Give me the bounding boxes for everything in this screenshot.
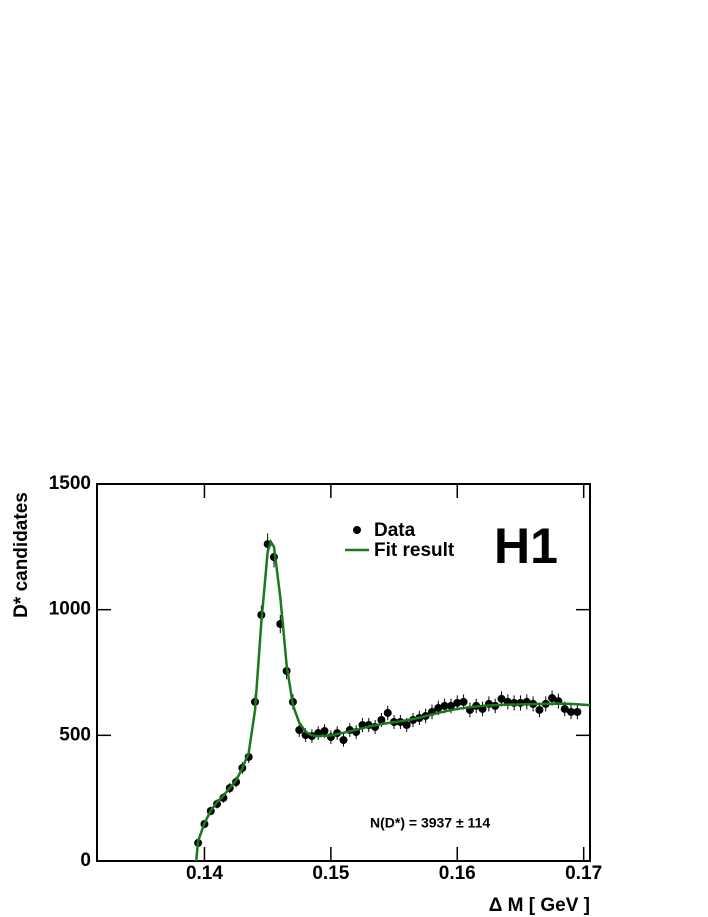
x-tick-label: 0.14: [186, 863, 223, 884]
x-tick-label: 0.16: [439, 863, 476, 884]
data-point: [573, 707, 582, 716]
data-point: [453, 698, 462, 707]
y-axis-label: D* candidates: [11, 492, 32, 618]
data-point: [402, 721, 411, 730]
legend-marker: [353, 526, 361, 534]
experiment-logo: H1: [494, 518, 558, 574]
data-point: [459, 697, 468, 706]
data-point: [567, 707, 576, 716]
data-point: [339, 736, 348, 745]
fit-curve: [194, 538, 591, 862]
data-point: [383, 708, 392, 717]
x-axis-label: Δ M [ GeV ]: [489, 895, 590, 916]
data-point: [446, 701, 455, 710]
x-tick-label: 0.15: [312, 863, 349, 884]
data-point: [497, 694, 506, 703]
legend-label: Fit result: [374, 540, 455, 561]
data-point: [434, 703, 443, 712]
y-tick-label: 0: [80, 850, 91, 871]
data-point: [295, 726, 304, 735]
x-tick-label: 0.17: [565, 863, 602, 884]
legend-label: Data: [374, 520, 416, 541]
y-tick-label: 1000: [49, 599, 91, 620]
y-tick-label: 500: [59, 724, 91, 745]
data-point: [440, 701, 449, 710]
y-tick-label: 1500: [49, 473, 91, 494]
yield-annotation: N(D*) = 3937 ± 114: [370, 815, 490, 831]
data-point: [377, 716, 386, 725]
data-point: [560, 704, 569, 713]
data-point: [320, 727, 329, 736]
data-point: [535, 705, 544, 714]
plot-frame: [96, 483, 591, 862]
data-point: [548, 694, 557, 703]
